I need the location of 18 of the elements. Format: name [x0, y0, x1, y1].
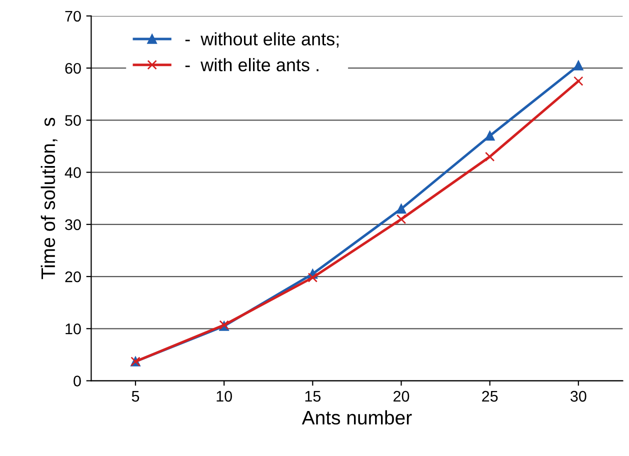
x-tick-label: 15: [305, 391, 321, 402]
x-tick-label: 20: [394, 390, 410, 402]
y-tick-label: 30: [65, 219, 81, 230]
y-tick-label: 70: [65, 10, 81, 22]
x-tick-label: 5: [132, 391, 140, 402]
y-tick-label: 10: [66, 324, 81, 334]
y-tick-label: 20: [65, 271, 81, 282]
x-tick-label: 10: [216, 390, 232, 402]
y-tick-label: 0: [74, 376, 81, 386]
legend-label: - with elite ants .: [185, 58, 318, 72]
x-axis-title: Ants number: [302, 410, 412, 425]
legend-label: - without elite ants;: [185, 32, 339, 48]
y-tick-label: 60: [65, 62, 81, 74]
y-tick-label: 50: [65, 115, 81, 126]
x-tick-label: 30: [570, 390, 586, 402]
x-tick-label: 25: [482, 390, 498, 402]
y-axis-title: Time of solution, s: [40, 118, 58, 280]
y-tick-label: 40: [64, 167, 81, 178]
